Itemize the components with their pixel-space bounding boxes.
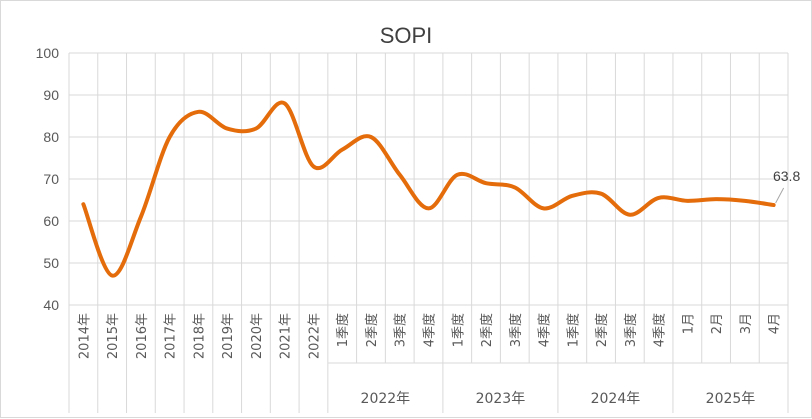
x-tick-label: 2季度 bbox=[364, 313, 380, 347]
x-tick-label: 1季度 bbox=[450, 313, 466, 347]
chart-title: SOPI bbox=[380, 23, 433, 48]
data-label-leader bbox=[776, 188, 784, 203]
x-tick-label: 3季度 bbox=[393, 313, 409, 347]
x-tick-label: 2月 bbox=[710, 313, 725, 334]
y-tick-label: 40 bbox=[43, 297, 59, 313]
series-line-sopi bbox=[83, 102, 773, 275]
x-group-label: 2025年 bbox=[706, 391, 756, 407]
x-tick-label: 1季度 bbox=[335, 313, 351, 347]
x-group-label: 2023年 bbox=[476, 391, 526, 407]
y-tick-label: 90 bbox=[43, 87, 59, 103]
x-tick-label: 2016年 bbox=[135, 313, 150, 359]
x-tick-label: 3季度 bbox=[623, 313, 639, 347]
x-tick-label: 2017年 bbox=[164, 313, 179, 359]
x-tick-label: 2季度 bbox=[479, 313, 495, 347]
x-tick-label: 1季度 bbox=[565, 313, 581, 347]
x-tick-label: 2020年 bbox=[250, 313, 265, 359]
y-tick-label: 70 bbox=[43, 171, 59, 187]
x-tick-label: 3月 bbox=[739, 313, 754, 334]
y-tick-label: 60 bbox=[43, 213, 59, 229]
x-tick-label: 2季度 bbox=[594, 313, 610, 347]
x-tick-label: 2014年 bbox=[77, 313, 92, 359]
x-tick-label: 2021年 bbox=[279, 313, 294, 359]
x-tick-label: 4月 bbox=[768, 313, 783, 334]
x-tick-label: 2015年 bbox=[106, 313, 121, 359]
x-tick-label: 4季度 bbox=[652, 313, 668, 347]
y-tick-label: 80 bbox=[43, 129, 59, 145]
y-tick-label: 100 bbox=[36, 45, 60, 61]
x-group-label: 2022年 bbox=[361, 391, 411, 407]
x-tick-label: 2018年 bbox=[192, 313, 207, 359]
data-label: 63.8 bbox=[773, 168, 800, 184]
x-tick-label: 2019年 bbox=[221, 313, 236, 359]
x-tick-label: 2022年 bbox=[307, 313, 322, 359]
y-tick-label: 50 bbox=[43, 255, 59, 271]
x-group-label: 2024年 bbox=[591, 391, 641, 407]
x-tick-label: 4季度 bbox=[537, 313, 553, 347]
x-tick-label: 1月 bbox=[681, 313, 696, 334]
x-tick-label: 3季度 bbox=[508, 313, 524, 347]
x-tick-label: 4季度 bbox=[422, 313, 438, 347]
